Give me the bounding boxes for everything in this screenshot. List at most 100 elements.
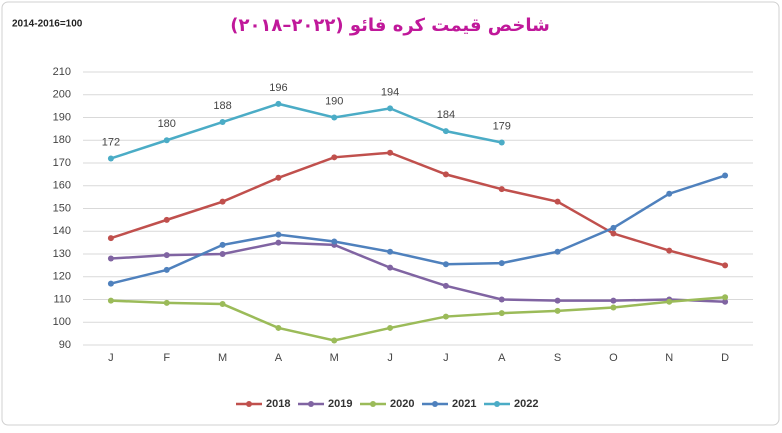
point [219,301,226,308]
legend-label: 2018 [266,398,290,410]
point [722,172,729,179]
chart-border [1,1,780,426]
y-tick-label: 180 [53,134,71,146]
point [498,310,505,317]
point [107,297,114,304]
point [275,174,282,181]
point [163,252,170,259]
x-tick-label: J [108,352,114,364]
legend-label: 2019 [328,398,352,410]
point [442,282,449,289]
legend-label: 2020 [390,398,414,410]
point [554,248,561,255]
point [163,216,170,223]
y-tick-label: 100 [53,316,71,328]
x-tick-label: N [665,352,673,364]
y-tick-label: 90 [59,339,71,351]
point [442,313,449,320]
point [610,224,617,231]
y-tick-label: 110 [53,293,71,305]
value-label: 180 [158,118,176,130]
point [387,248,394,255]
point [163,137,170,144]
point [219,241,226,248]
series-line [110,241,726,304]
point [442,128,449,135]
point [554,198,561,205]
y-tick-label: 140 [53,225,71,237]
chart-title: شاخص قیمت کره فائو (۲۰۲۲–۲۰۱۸) [230,15,550,36]
point [666,298,673,305]
value-label: 184 [437,109,455,121]
point [387,324,394,331]
x-tick-label: M [218,352,227,364]
x-tick-label: M [330,352,339,364]
point [610,304,617,311]
point [331,337,338,344]
y-tick-label: 160 [53,180,71,192]
point [107,280,114,287]
legend-label: 2021 [452,398,476,410]
point [554,297,561,304]
point [331,114,338,121]
point [610,297,617,304]
point [442,171,449,178]
x-tick-label: D [721,352,729,364]
x-tick-label: A [275,352,283,364]
point [275,100,282,107]
value-label: 190 [325,95,343,107]
series-line [110,174,726,285]
point [722,298,729,305]
y-axis-label: 2014-2016=100 [12,19,83,30]
point [722,262,729,269]
point [498,186,505,193]
y-tick-label: 150 [53,202,71,214]
y-tick-label: 200 [53,89,71,101]
point [666,190,673,197]
value-label: 188 [213,100,231,112]
x-tick-label: F [163,352,170,364]
y-tick-label: 130 [53,248,71,260]
x-tick-label: J [443,352,449,364]
point [554,307,561,314]
legend-marker [432,401,438,407]
x-tick-label: S [554,352,561,364]
point [722,294,729,301]
y-tick-label: 190 [53,111,71,123]
point [387,149,394,156]
legend-marker [246,401,252,407]
legend-label: 2022 [514,398,538,410]
x-tick-label: A [498,352,506,364]
y-tick-label: 120 [53,271,71,283]
point [387,105,394,112]
point [107,155,114,162]
point [331,154,338,161]
point [275,239,282,246]
legend-marker [308,401,314,407]
point [219,198,226,205]
point [219,119,226,126]
x-tick-label: J [387,352,393,364]
point [610,230,617,237]
series-line [110,151,726,267]
series-line [110,102,502,160]
point [387,264,394,271]
point [107,235,114,242]
series-line [110,295,726,342]
point [107,255,114,262]
x-tick-label: O [609,352,618,364]
value-label: 172 [102,136,120,148]
point [442,261,449,268]
point [219,251,226,257]
value-label: 179 [493,120,511,132]
legend-marker [494,401,500,407]
y-tick-label: 210 [53,66,71,78]
legend-marker [370,401,376,407]
point [666,247,673,254]
point [498,139,505,146]
point [163,266,170,273]
point [498,296,505,303]
point [498,260,505,267]
point [275,324,282,331]
